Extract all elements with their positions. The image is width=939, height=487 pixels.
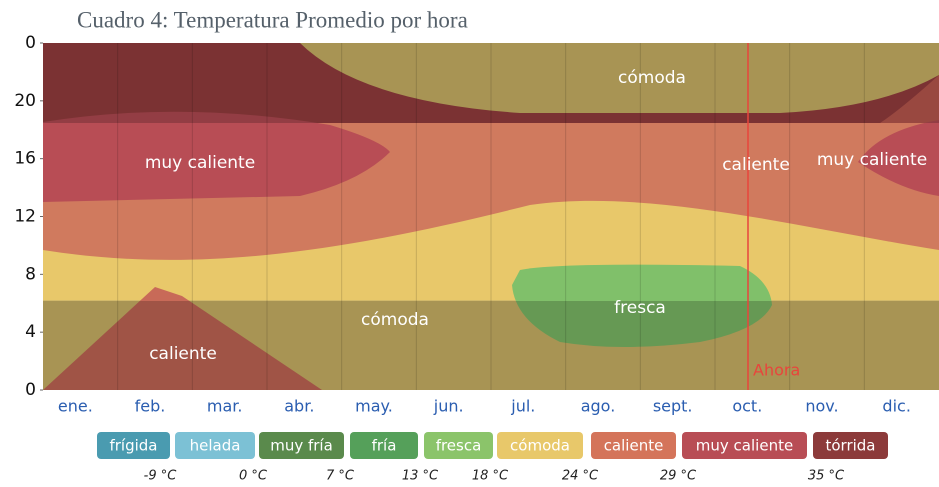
x-tick-label: nov. — [805, 397, 838, 416]
legend-swatch — [591, 432, 676, 459]
y-tick-label: 12 — [14, 207, 36, 227]
region-label: cómoda — [618, 68, 686, 88]
legend-label: muy fría — [270, 437, 333, 455]
legend-swatch — [497, 432, 583, 459]
legend-label: muy caliente — [696, 437, 793, 455]
plot-area — [43, 43, 939, 390]
muy-caliente-area — [43, 111, 390, 202]
x-tick-label: mar. — [207, 397, 243, 416]
y-tick-label: 20 — [14, 91, 36, 111]
x-tick-label: feb. — [135, 397, 166, 416]
comoda-area — [300, 43, 939, 113]
x-tick-label: may. — [355, 397, 393, 416]
muy-caliente-area — [858, 120, 939, 196]
legend-threshold: 13 °C — [402, 469, 439, 484]
now-label: Ahora — [753, 361, 800, 380]
region-label: fresca — [614, 298, 666, 318]
x-tick-label: abr. — [284, 397, 314, 416]
night-shade — [43, 301, 939, 390]
region-label: caliente — [149, 344, 217, 364]
y-tick-label: 0 — [25, 33, 36, 53]
region-label: muy caliente — [145, 153, 255, 173]
legend-swatch — [175, 432, 255, 459]
chart-title: Cuadro 4: Temperatura Promedio por hora — [77, 7, 468, 32]
legend-threshold: 35 °C — [808, 469, 845, 484]
night-shade — [43, 43, 939, 123]
x-tick-label: jul. — [510, 397, 535, 416]
legend-threshold: 0 °C — [239, 469, 268, 484]
x-tick-label: oct. — [732, 397, 762, 416]
x-tick-label: ago. — [581, 397, 616, 416]
legend-label: tórrida — [825, 437, 875, 455]
legend-threshold: 7 °C — [326, 469, 355, 484]
x-tick-label: jun. — [433, 397, 464, 416]
caliente-area — [880, 75, 939, 123]
region-label: caliente — [722, 155, 790, 175]
y-tick-label: 8 — [25, 264, 36, 284]
legend-label: fresca — [436, 437, 482, 455]
legend-swatch — [813, 432, 888, 459]
region-label: cómoda — [361, 310, 429, 330]
legend-label: fría — [372, 437, 397, 455]
y-tick-label: 16 — [14, 149, 36, 169]
caliente-area — [43, 287, 322, 390]
y-tick-label: 0 — [25, 380, 36, 400]
legend-swatch — [259, 432, 344, 459]
legend-label: frígida — [109, 437, 157, 455]
legend-threshold: 24 °C — [562, 469, 599, 484]
legend-label: cómoda — [510, 437, 570, 455]
x-tick-label: sept. — [653, 397, 693, 416]
legend-threshold: -9 °C — [144, 469, 178, 484]
legend-swatch — [424, 432, 493, 459]
fresca-area — [512, 264, 772, 347]
legend-label: helada — [190, 437, 241, 455]
legend-label: caliente — [604, 437, 664, 455]
x-tick-label: ene. — [58, 397, 93, 416]
legend-swatch — [97, 432, 170, 459]
region-label: muy caliente — [817, 150, 927, 170]
legend-threshold: 18 °C — [472, 469, 509, 484]
legend-swatch — [350, 432, 418, 459]
x-tick-label: dic. — [882, 397, 910, 416]
legend-threshold: 29 °C — [660, 469, 697, 484]
legend-swatch — [682, 432, 807, 459]
y-tick-label: 4 — [25, 322, 36, 342]
